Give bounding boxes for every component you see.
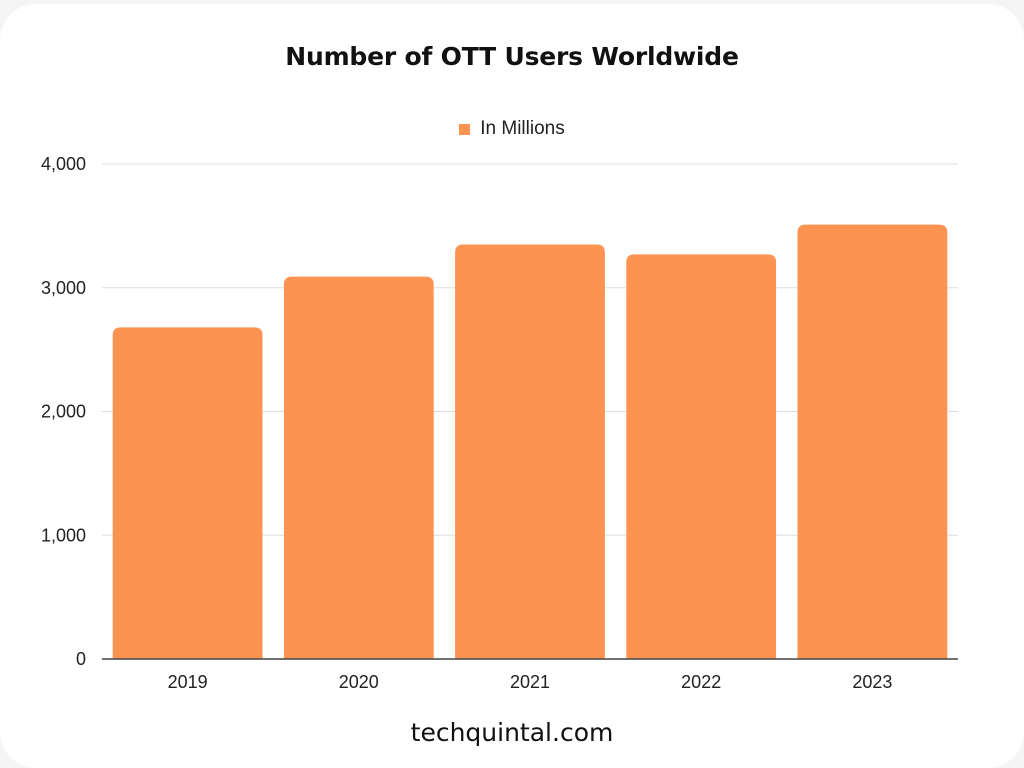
x-tick-label: 2023 xyxy=(852,672,892,692)
footer-domain: techquintal.com xyxy=(410,718,614,747)
x-tick-label: 2022 xyxy=(681,672,721,692)
bar-2020 xyxy=(283,276,434,659)
bar-2021 xyxy=(455,244,605,659)
bar-2019 xyxy=(112,327,263,659)
y-tick-label: 3,000 xyxy=(41,278,86,298)
x-tick-label: 2020 xyxy=(339,672,379,692)
legend-label: In Millions xyxy=(480,118,565,139)
x-tick-label: 2021 xyxy=(510,672,550,692)
x-tick-label: 2019 xyxy=(168,672,208,692)
bar-2022 xyxy=(626,254,777,659)
chart-title: Number of OTT Users Worldwide xyxy=(285,42,739,71)
bar-2023 xyxy=(797,224,948,659)
y-tick-label: 4,000 xyxy=(41,154,86,174)
legend-swatch xyxy=(459,123,471,135)
chart-legend: In Millions xyxy=(0,118,1024,140)
y-tick-label: 2,000 xyxy=(41,402,86,422)
y-tick-label: 0 xyxy=(76,649,86,669)
y-tick-label: 1,000 xyxy=(41,525,86,545)
